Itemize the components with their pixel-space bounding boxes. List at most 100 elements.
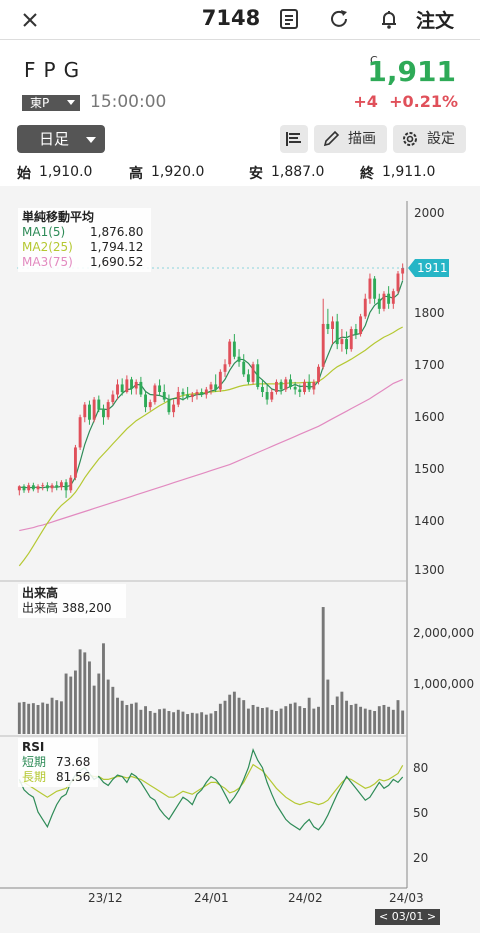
volume-bar (317, 706, 320, 734)
volume-bar (331, 704, 334, 734)
volume-bar (359, 706, 363, 734)
chevron-down-icon (86, 137, 96, 143)
volume-value: 388,200 (61, 601, 112, 615)
candle-body (251, 364, 255, 382)
volume-bar (274, 711, 278, 734)
volume-bar (167, 711, 171, 734)
volume-bar (307, 697, 311, 734)
market-selector[interactable]: 東P (22, 95, 80, 111)
volume-bar (130, 703, 133, 734)
candle-body (153, 385, 157, 403)
rsi-short-value: 73.68 (56, 755, 91, 769)
volume-bar (256, 706, 260, 734)
open-value: 1,910.0 (39, 164, 93, 180)
price-tick: 1800 (414, 306, 445, 320)
candle-body (298, 389, 302, 392)
volume-bar (387, 706, 391, 734)
bell-icon[interactable] (376, 6, 402, 32)
settings-button[interactable]: 設定 (393, 125, 466, 153)
period-selector[interactable]: 日足 (17, 125, 105, 153)
candle-body (317, 366, 320, 382)
volume-bar (349, 704, 353, 734)
volume-bar (377, 706, 381, 734)
open-label: 始 (17, 166, 31, 182)
candle-body (312, 381, 316, 390)
volume-bar (340, 691, 344, 734)
volume-bar (289, 703, 292, 734)
volume-bar (363, 708, 367, 734)
settings-label: 設定 (427, 131, 455, 147)
high-value: 1,920.0 (151, 164, 205, 180)
candle-body (232, 341, 236, 357)
candle-body (88, 404, 91, 420)
volume-label: 出来高 (22, 601, 59, 615)
candle-body (111, 394, 115, 403)
volume-bar (139, 709, 143, 734)
rsi-tick: 80 (413, 761, 429, 775)
candle-body (59, 482, 63, 488)
volume-value-row: 出来高 388,200 (22, 601, 122, 616)
volume-title: 出来高 (22, 586, 59, 600)
close-icon[interactable] (16, 6, 44, 34)
volume-bar (401, 710, 405, 734)
volume-bar (148, 711, 152, 734)
volume-bar (265, 707, 269, 734)
candle-body (289, 379, 292, 387)
candle-body (391, 291, 395, 304)
quote-header: FPG 東P 15:00:00 C 1,911 +4 +0.21% (0, 40, 480, 120)
candle-body (195, 392, 199, 395)
ma3-line (19, 378, 403, 532)
volume-bar (345, 700, 349, 734)
ohlc-row: 始 1,910.0 高 1,920.0 安 1,887.0 終 1,911.0 (0, 160, 480, 186)
chart-area[interactable]: 1911 単純移動平均 MA1(5) 1,876.80 MA2(25) 1,794.… (0, 186, 480, 933)
candle-body (331, 321, 334, 329)
volume-bar (204, 714, 208, 734)
candle-body (200, 392, 204, 395)
volume-tick: 1,000,000 (413, 677, 475, 691)
volume-bar (22, 701, 26, 734)
candle-body (36, 486, 40, 490)
volume-bar (125, 704, 129, 734)
volume-bar (298, 706, 302, 734)
candle-body (186, 394, 190, 398)
refresh-icon[interactable] (326, 6, 352, 32)
candle-body (55, 485, 59, 488)
candle-body (190, 394, 194, 398)
volume-bar (120, 700, 124, 734)
volume-bar (223, 700, 227, 734)
candle-body (363, 298, 367, 317)
quote-time: 15:00:00 (90, 92, 167, 112)
price-tick: 2000 (414, 206, 445, 220)
ma3-value: 1,690.52 (90, 255, 144, 269)
order-button[interactable]: 注文 (416, 10, 455, 32)
indicator-button[interactable] (280, 125, 308, 153)
draw-button[interactable]: 描画 (314, 125, 387, 153)
candle-body (144, 394, 148, 408)
chart-toolbar: 日足 描画 設定 (0, 120, 480, 160)
candle-body (368, 278, 372, 299)
candle-body (17, 486, 21, 491)
candle-body (176, 392, 180, 405)
candle-body (293, 386, 297, 390)
candle-body (359, 316, 363, 335)
volume-bar (382, 704, 386, 734)
volume-bar (153, 712, 157, 734)
volume-legend: 出来高 出来高 388,200 (18, 584, 126, 618)
ma2-line (18, 326, 403, 567)
document-icon[interactable] (276, 6, 302, 32)
candle-body (214, 384, 218, 390)
candle-body (73, 447, 77, 478)
stock-chart[interactable]: 1911 (0, 186, 480, 933)
current-price: 1,911 (367, 55, 456, 88)
candle-body (237, 356, 241, 362)
ma1-legend: MA1(5) 1,876.80 (22, 225, 147, 240)
volume-bar (354, 703, 358, 734)
candle-body (335, 321, 339, 345)
rsi-tick: 50 (413, 806, 429, 820)
stock-code: 7148 (201, 6, 261, 30)
cursor-date-badge[interactable]: < 03/01 > (375, 909, 441, 925)
volume-bar (214, 711, 218, 734)
candle-body (218, 371, 222, 390)
candle-body (303, 381, 306, 392)
close-flag: C (370, 54, 378, 67)
